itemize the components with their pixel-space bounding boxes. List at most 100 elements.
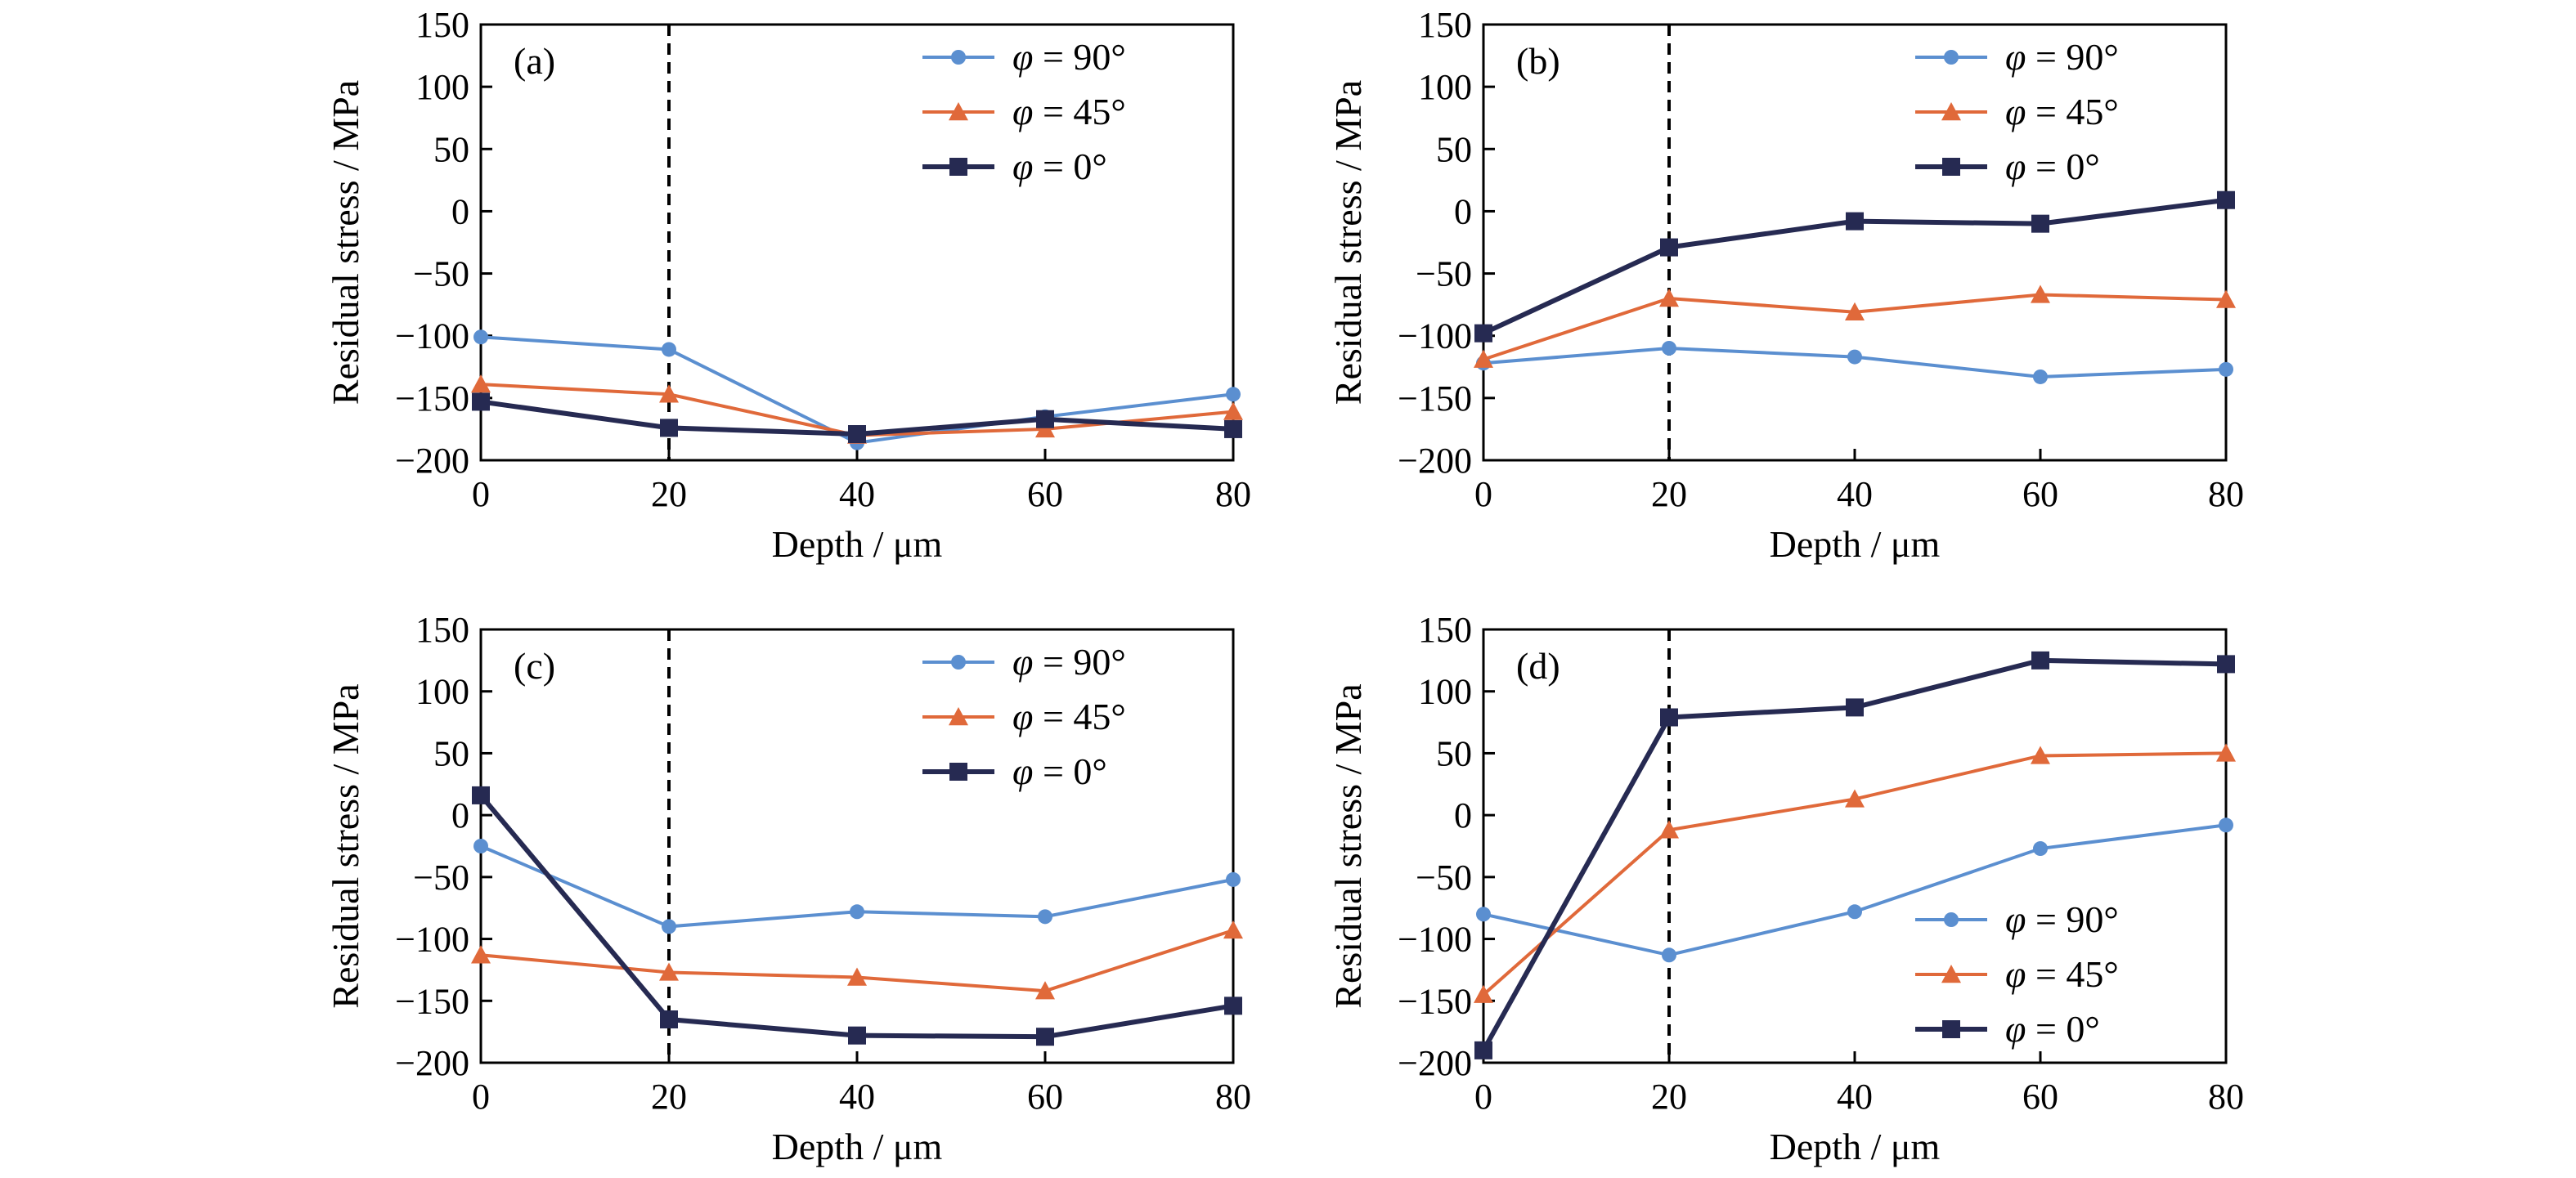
panel-label: (b) (1516, 40, 1560, 82)
legend-marker (951, 50, 966, 65)
x-axis-title: Depth / μm (1770, 1126, 1941, 1167)
x-tick-label: 40 (1837, 474, 1873, 514)
data-point (848, 1026, 866, 1045)
y-tick-label: −100 (395, 920, 469, 960)
series-group (472, 392, 1242, 444)
legend-marker (949, 158, 967, 176)
y-tick-label: −100 (1398, 920, 1472, 960)
y-tick-label: 50 (433, 733, 469, 773)
y-tick-label: −150 (395, 981, 469, 1021)
y-tick-label: −150 (1398, 378, 1472, 419)
y-tick-label: 100 (1418, 67, 1472, 107)
legend-label: φ = 0° (1012, 750, 1107, 792)
plot-area-frame (1482, 23, 2228, 462)
data-point (2217, 190, 2235, 209)
x-tick-label: 0 (1474, 1077, 1492, 1117)
legend-label: φ = 45° (1012, 91, 1126, 132)
data-point (2219, 817, 2233, 833)
data-point (2216, 743, 2236, 762)
x-tick-label: 20 (651, 1077, 687, 1117)
data-point (1659, 289, 1679, 307)
data-point (1659, 820, 1679, 839)
data-point (662, 919, 676, 934)
legend: φ = 90° φ = 45° φ = 0° (922, 36, 1126, 187)
y-tick-label: −100 (395, 316, 469, 356)
y-tick-label: 150 (415, 5, 469, 45)
data-point (1847, 349, 1862, 365)
y-tick-label: −150 (1398, 981, 1472, 1021)
y-tick-label: 0 (1454, 191, 1472, 231)
y-tick-label: 50 (433, 129, 469, 169)
data-point (472, 786, 490, 804)
data-point (1474, 984, 1493, 1003)
y-tick-label: −200 (395, 1043, 469, 1083)
x-axis-title: Depth / μm (772, 523, 943, 565)
y-tick-label: −50 (413, 858, 469, 898)
data-point (471, 945, 491, 964)
data-point (1845, 302, 1865, 320)
legend-label: φ = 90° (2005, 898, 2119, 940)
data-point (659, 962, 679, 981)
data-point (471, 374, 491, 393)
plot-area-frame (479, 23, 1235, 462)
series-group (1474, 284, 2236, 368)
data-point (2216, 289, 2236, 308)
series-group (471, 920, 1243, 1000)
y-tick-label: −200 (1398, 1043, 1472, 1083)
data-point (1226, 871, 1241, 887)
data-point (472, 392, 490, 411)
y-axis-title: Residual stress / MPa (1327, 80, 1369, 405)
legend-label: φ = 90° (1012, 36, 1126, 78)
y-tick-label: 100 (1418, 672, 1472, 712)
data-point (2033, 369, 2048, 384)
x-tick-label: 60 (2022, 1077, 2058, 1117)
panel-label: (c) (514, 645, 555, 687)
data-point (1662, 340, 1676, 356)
data-point (2031, 651, 2049, 670)
data-point (1846, 212, 1864, 231)
x-tick-label: 60 (1027, 1077, 1063, 1117)
data-point (1035, 419, 1055, 438)
y-tick-label: −150 (395, 378, 469, 419)
y-tick-label: −100 (1398, 316, 1472, 356)
y-tick-label: 100 (415, 67, 469, 107)
data-point (659, 384, 679, 403)
legend-marker (949, 707, 968, 726)
y-tick-label: 0 (451, 191, 469, 231)
y-tick-label: 100 (415, 672, 469, 712)
x-tick-label: 40 (1837, 1077, 1873, 1117)
data-point (1038, 909, 1052, 925)
legend-marker (1941, 102, 1961, 121)
x-tick-label: 40 (839, 1077, 875, 1117)
y-tick-label: −50 (1416, 254, 1472, 294)
data-point (1223, 401, 1243, 420)
x-tick-label: 80 (1215, 474, 1251, 514)
data-point (2031, 746, 2050, 764)
y-axis-title: Residual stress / MPa (325, 683, 366, 1008)
y-tick-label: −50 (413, 254, 469, 294)
x-tick-label: 40 (839, 474, 875, 514)
data-point (850, 904, 864, 920)
legend-marker (949, 102, 968, 121)
data-point (1036, 410, 1054, 428)
data-point (1223, 920, 1243, 939)
y-tick-label: 50 (1436, 733, 1472, 773)
legend: φ = 90° φ = 45° φ = 0° (922, 641, 1126, 792)
data-point (473, 329, 488, 345)
x-axis-title: Depth / μm (772, 1126, 943, 1167)
data-point (2031, 214, 2049, 233)
data-point (848, 425, 866, 444)
data-point (662, 342, 676, 357)
legend-label: φ = 0° (2005, 1008, 2100, 1050)
x-tick-label: 0 (1474, 474, 1492, 514)
legend: φ = 90° φ = 45° φ = 0° (1915, 36, 2119, 187)
x-tick-label: 80 (2208, 474, 2244, 514)
y-tick-label: 0 (451, 795, 469, 835)
legend-label: φ = 0° (2005, 146, 2100, 187)
series-group (1476, 817, 2233, 963)
data-point (1662, 947, 1676, 963)
y-axis-title: Residual stress / MPa (325, 80, 366, 405)
data-point (1660, 238, 1678, 257)
y-tick-label: 150 (1418, 610, 1472, 650)
